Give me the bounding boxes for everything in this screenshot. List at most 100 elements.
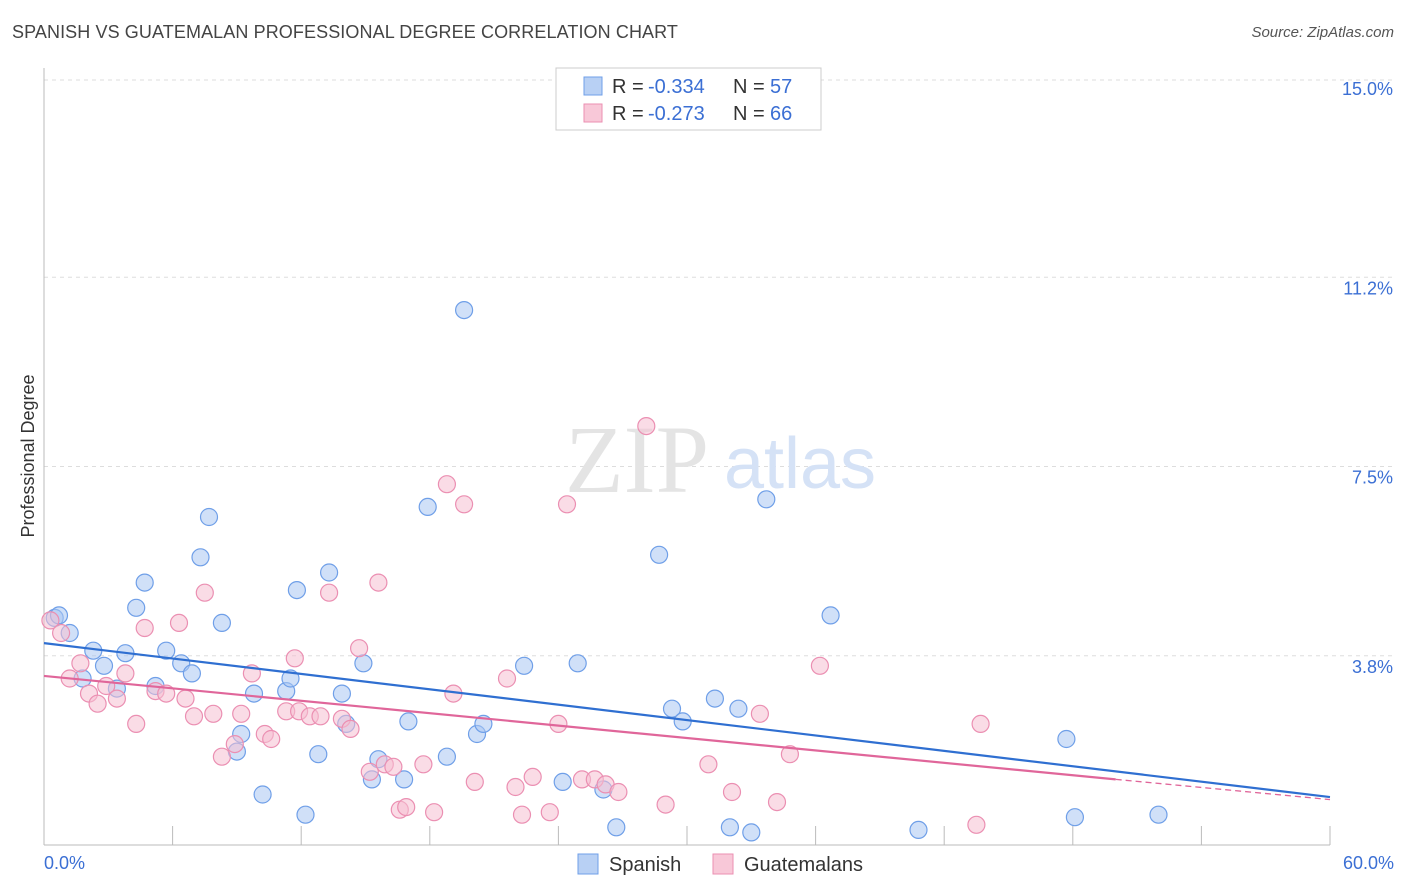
point-guatemalans: [455, 495, 474, 514]
point-spanish: [354, 654, 373, 673]
point-guatemalans: [360, 762, 379, 781]
x-tick-label-right: 60.0%: [1343, 853, 1394, 873]
point-spanish: [1149, 805, 1168, 824]
point-guatemalans: [397, 797, 416, 817]
point-guatemalans: [750, 704, 770, 723]
point-spanish: [399, 712, 418, 731]
point-guatemalans: [341, 719, 360, 739]
point-spanish: [199, 507, 219, 527]
point-guatemalans: [204, 704, 223, 723]
legend-swatch-guatemalans: [712, 853, 734, 875]
stats-swatch-guatemalans: [583, 103, 603, 123]
point-spanish: [553, 772, 572, 792]
point-guatemalans: [656, 795, 675, 814]
point-guatemalans: [41, 611, 60, 630]
point-spanish: [514, 656, 534, 675]
data-points: [41, 301, 1168, 842]
x-tick-label-left: 0.0%: [44, 853, 85, 873]
point-spanish: [135, 573, 154, 592]
point-spanish: [309, 745, 328, 764]
point-spanish: [757, 490, 776, 509]
point-spanish: [1065, 808, 1085, 827]
point-spanish: [607, 818, 626, 837]
point-spanish: [455, 301, 474, 320]
point-spanish: [649, 545, 669, 564]
point-guatemalans: [369, 573, 388, 592]
point-spanish: [287, 580, 306, 600]
series-legend: Spanish Guatemalans: [577, 853, 863, 876]
point-spanish: [705, 689, 725, 708]
point-guatemalans: [967, 815, 986, 834]
stats-r-label-guatemalans: R =: [612, 103, 644, 125]
axes: [43, 68, 1331, 846]
point-guatemalans: [767, 792, 787, 812]
stats-r-value-guatemalans: -0.273: [648, 103, 705, 125]
stats-n-label-guatemalans: N =: [733, 103, 765, 125]
point-guatemalans: [549, 714, 568, 734]
point-guatemalans: [212, 747, 231, 766]
stats-n-value-guatemalans: 66: [770, 103, 792, 125]
trend-line-guatemalans-extension: [1115, 778, 1331, 801]
point-guatemalans: [722, 782, 742, 802]
stats-legend: R = -0.334 N = 57 R = -0.273 N = 66: [555, 67, 822, 131]
point-guatemalans: [285, 649, 304, 668]
point-guatemalans: [437, 475, 456, 494]
point-guatemalans: [320, 583, 339, 602]
point-guatemalans: [51, 623, 71, 643]
point-spanish: [437, 747, 456, 766]
point-guatemalans: [135, 618, 154, 638]
point-spanish: [212, 613, 231, 633]
trend-lines: [43, 642, 1331, 801]
point-guatemalans: [232, 704, 251, 723]
point-guatemalans: [465, 772, 484, 792]
gridlines: [44, 79, 1392, 657]
stats-n-value-spanish: 57: [770, 76, 792, 98]
point-guatemalans: [780, 745, 800, 764]
point-spanish: [157, 641, 176, 660]
point-guatemalans: [414, 755, 433, 774]
watermark-atlas: atlas: [724, 424, 876, 504]
point-spanish: [127, 598, 146, 617]
point-spanish: [821, 606, 840, 625]
point-guatemalans: [810, 656, 830, 675]
y-tick-label: 15.0%: [1342, 79, 1393, 99]
point-guatemalans: [311, 707, 330, 726]
point-guatemalans: [637, 417, 656, 436]
point-spanish: [395, 770, 414, 789]
y-tick-labels: 15.0% 11.2% 7.5% 3.8%: [1342, 79, 1393, 677]
point-guatemalans: [350, 639, 369, 658]
point-guatemalans: [184, 707, 204, 726]
legend-label-spanish: Spanish: [609, 854, 681, 876]
y-tick-label: 11.2%: [1343, 278, 1393, 298]
stats-r-value-spanish: -0.334: [648, 76, 705, 98]
point-guatemalans: [425, 803, 444, 822]
point-guatemalans: [176, 689, 195, 708]
point-spanish: [1057, 729, 1076, 749]
point-spanish: [320, 563, 339, 582]
legend-label-guatemalans: Guatemalans: [744, 854, 863, 876]
point-guatemalans: [699, 755, 718, 774]
point-guatemalans: [88, 694, 107, 713]
y-tick-label: 7.5%: [1352, 468, 1393, 488]
point-guatemalans: [169, 613, 189, 633]
source-credit: Source: ZipAtlas.com: [1251, 24, 1394, 41]
y-tick-label: 3.8%: [1352, 657, 1393, 677]
point-guatemalans: [512, 805, 532, 824]
point-guatemalans: [225, 734, 244, 754]
point-spanish: [720, 818, 740, 837]
point-guatemalans: [971, 714, 990, 734]
point-guatemalans: [107, 689, 127, 708]
watermark-zip: ZIP: [565, 406, 709, 513]
trend-line-spanish: [43, 642, 1331, 799]
point-spanish: [418, 497, 437, 516]
point-spanish: [191, 548, 210, 567]
zipatlas-watermark: ZIP atlas: [565, 406, 876, 513]
point-guatemalans: [506, 777, 525, 797]
point-guatemalans: [540, 803, 559, 822]
point-guatemalans: [195, 583, 214, 602]
point-spanish: [568, 654, 587, 673]
point-guatemalans: [262, 729, 281, 749]
chart-title: SPANISH VS GUATEMALAN PROFESSIONAL DEGRE…: [12, 22, 679, 42]
point-spanish: [332, 684, 351, 703]
